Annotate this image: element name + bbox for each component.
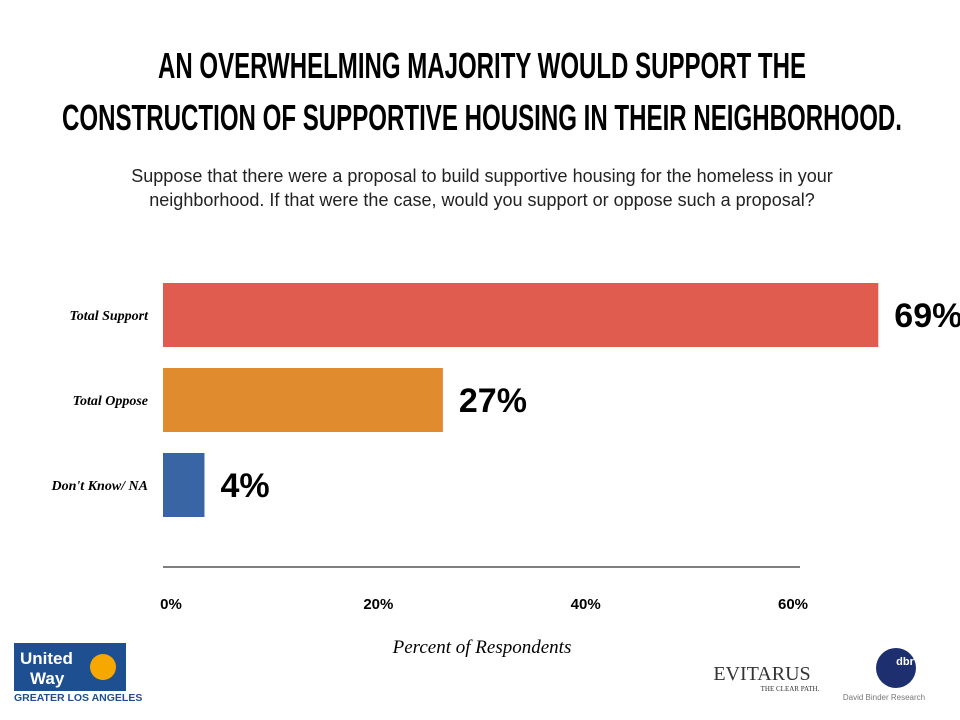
x-tick-label: 40% [571, 596, 601, 613]
united-way-logo: United Way GREATER LOS ANGELES [14, 643, 142, 704]
subtitle: neighborhood. If that were the case, wou… [149, 190, 814, 210]
bar [163, 283, 879, 347]
x-tick-label: 0% [160, 596, 182, 613]
logo-icon [90, 654, 116, 680]
x-axis-label: Percent of Respondents [392, 637, 572, 658]
subtitle: Suppose that there were a proposal to bu… [131, 166, 832, 186]
x-tick-label: 20% [363, 596, 393, 613]
bar [163, 453, 205, 517]
logo-text: GREATER LOS ANGELES [14, 692, 142, 704]
value-label: 4% [220, 467, 269, 505]
logo-text: David Binder Research [843, 693, 925, 702]
logo-text: THE CLEAR PATH. [761, 685, 820, 693]
y-tick-label: Total Oppose [73, 394, 148, 409]
x-tick-label: 60% [778, 596, 808, 613]
y-tick-label: Don't Know/ NA [51, 479, 148, 494]
logo-text: United [20, 649, 73, 668]
bar [163, 368, 443, 432]
chart-title: AN OVERWHELMING MAJORITY WOULD SUPPORT T… [158, 45, 806, 86]
value-label: 69% [894, 297, 960, 335]
logo-text: EVITARUS [713, 663, 810, 685]
y-tick-label: Total Support [70, 309, 150, 324]
logo-icon [876, 648, 916, 688]
logo-text: Way [30, 669, 65, 688]
value-label: 27% [459, 382, 527, 420]
logo-text: dbr [896, 656, 914, 668]
chart-title: CONSTRUCTION OF SUPPORTIVE HOUSING IN TH… [62, 97, 902, 138]
